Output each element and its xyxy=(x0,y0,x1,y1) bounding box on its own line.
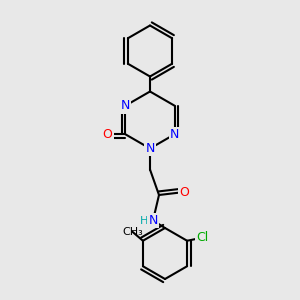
Text: CH₃: CH₃ xyxy=(122,227,143,237)
Text: N: N xyxy=(121,99,130,112)
Text: N: N xyxy=(170,128,179,141)
Text: O: O xyxy=(102,128,112,141)
Text: O: O xyxy=(180,185,189,199)
Text: H: H xyxy=(140,215,148,226)
Text: Cl: Cl xyxy=(196,231,208,244)
Text: N: N xyxy=(148,214,158,227)
Text: N: N xyxy=(145,142,155,155)
